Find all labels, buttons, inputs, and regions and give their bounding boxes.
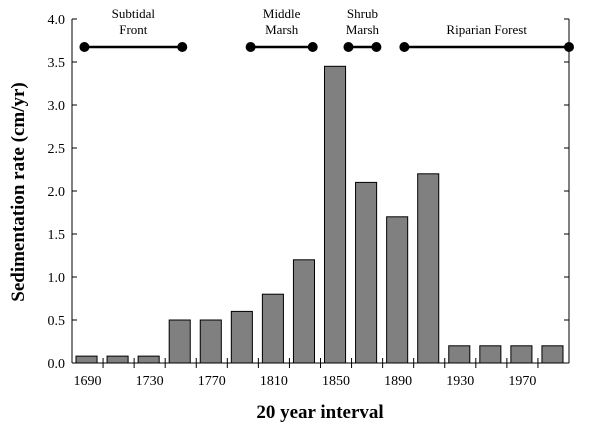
x-tick-label: 1810 [260,374,288,389]
bar-1850 [324,65,347,364]
bar-1830 [292,259,315,364]
y-tick-label: 2.0 [48,185,66,200]
bar-1910 [417,173,440,364]
y-axis-label: Sedimentation rate (cm/yr) [8,82,29,302]
x-tick-label: 1970 [508,374,536,389]
x-tick-label: 1930 [446,374,474,389]
phase-start-marker [399,42,410,52]
phase-label: Middle [263,6,301,21]
phase-end-marker [177,42,188,52]
x-tick-label: 1690 [74,374,102,389]
bar-1710 [106,355,129,364]
bar-1690 [75,355,98,364]
bar-1770 [199,319,222,364]
phase-start-marker [245,42,256,52]
x-tick-label: 1850 [322,374,350,389]
x-tick-label: 1770 [198,374,226,389]
bar-1870 [355,181,378,364]
bar-1930 [448,345,471,364]
x-tick-label: 1730 [136,374,164,389]
bar-1730 [137,355,160,364]
y-tick-label: 1.5 [48,228,66,243]
axes: 0.0 0.5 1.0 1.5 2.0 2.5 3.0 3.5 4.0 1690 1730 1770 1… [48,13,570,389]
y-tick-label: 3.5 [48,56,66,71]
bar-1990 [541,345,564,364]
bar-1970 [510,345,533,364]
y-tick-label: 2.5 [48,142,66,157]
phase-label: Marsh [265,22,299,37]
bar-1750 [168,319,191,364]
phase-start-marker [343,42,354,52]
phase-label: Marsh [346,22,380,37]
bar-1890 [386,216,409,364]
x-tick-label: 1890 [384,374,412,389]
y-tick-label: 1.0 [48,271,66,286]
y-tick-label: 3.0 [48,99,66,114]
bar-1790 [230,310,253,364]
bar-1810 [261,293,284,364]
y-tick-label: 0.5 [48,314,66,329]
x-axis-label: 20 year interval [256,402,383,423]
phase-label: Riparian Forest [446,22,527,37]
bars [75,65,564,364]
phase-end-marker [307,42,318,52]
y-tick-label: 4.0 [48,13,66,28]
phase-end-marker [564,42,574,52]
phase-label: Front [119,22,148,37]
y-tick-label: 0.0 [48,357,66,372]
phase-end-marker [371,42,382,52]
phase-label: Subtidal [112,6,156,21]
phase-label: Shrub [347,6,378,21]
phase-start-marker [79,42,90,52]
bar-1950 [479,345,502,364]
